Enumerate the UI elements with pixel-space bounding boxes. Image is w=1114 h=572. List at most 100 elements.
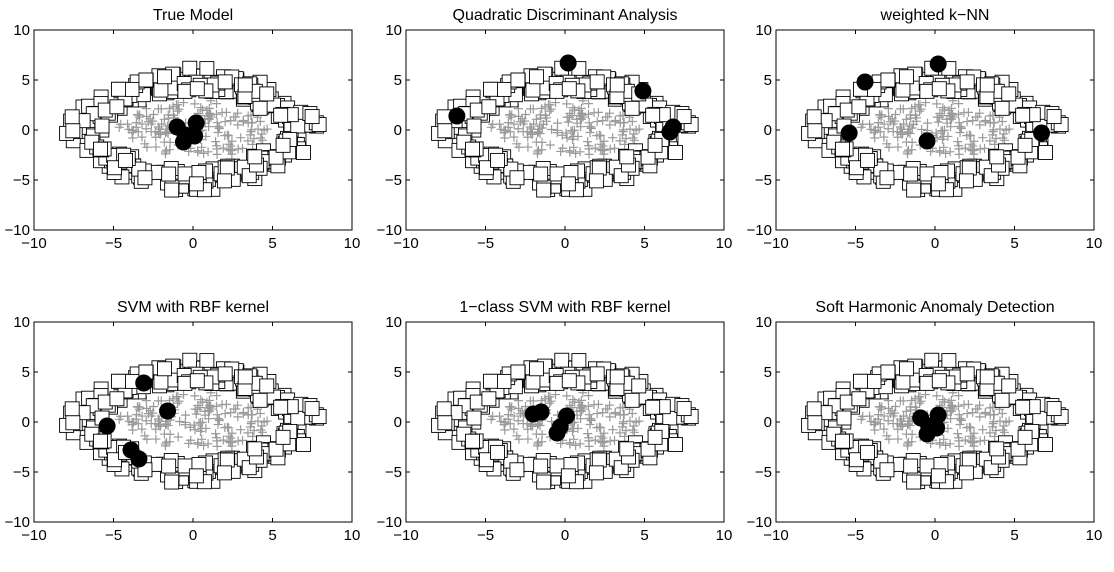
y-tick-label: −5 (385, 172, 402, 189)
y-tick-label: 5 (764, 364, 772, 381)
cluster-point (495, 411, 505, 421)
cluster-point (529, 119, 539, 129)
cluster-point (954, 99, 964, 109)
chart-title: Quadratic Discriminant Analysis (453, 7, 678, 24)
cluster-point (173, 100, 183, 110)
cluster-point (509, 424, 519, 434)
cluster-point (236, 425, 246, 435)
cluster-point (978, 133, 988, 143)
cluster-point (132, 110, 142, 120)
cluster-point (499, 128, 509, 138)
ring-point (252, 100, 268, 116)
ring-point (217, 74, 233, 90)
y-tick-label: 5 (394, 72, 402, 89)
cluster-point (583, 137, 593, 147)
cluster-point (605, 400, 615, 410)
ring-point (807, 123, 823, 139)
cluster-point (200, 410, 210, 420)
cluster-point (884, 142, 894, 152)
y-tick-label: 10 (13, 314, 30, 331)
cluster-point (969, 428, 979, 438)
cluster-point (229, 112, 239, 122)
cluster-point (615, 410, 625, 420)
cluster-point (513, 416, 523, 426)
cluster-point (980, 435, 990, 445)
anomaly-point (130, 450, 148, 468)
ring-point (806, 109, 822, 125)
ring-point (989, 441, 1005, 457)
ring-point (895, 82, 911, 98)
cluster-point (256, 425, 266, 435)
cluster-point (885, 409, 895, 419)
cluster-point (127, 128, 137, 138)
cluster-point (536, 113, 546, 123)
y-tick-label: 10 (755, 22, 772, 39)
ring-point (525, 82, 541, 98)
plot-area (801, 352, 1069, 490)
cluster-point (901, 429, 911, 439)
cluster-point (212, 118, 222, 128)
ring-point (510, 364, 526, 380)
cluster-point (584, 99, 594, 109)
cluster-point (238, 409, 248, 419)
ring-point (529, 361, 544, 377)
ring-point (549, 83, 565, 99)
cluster-point (217, 400, 227, 410)
cluster-point (999, 427, 1009, 437)
cluster-point (954, 436, 964, 446)
cluster-point (540, 110, 550, 120)
cluster-point (584, 410, 594, 420)
cluster-point (174, 396, 184, 406)
cluster-point (525, 396, 535, 406)
cluster-point (901, 114, 911, 124)
ring-point (65, 123, 81, 139)
cluster-point (941, 440, 951, 450)
cluster-point (997, 409, 1007, 419)
cluster-point (165, 437, 175, 447)
cluster-point (628, 133, 638, 143)
cluster-point (615, 428, 625, 438)
cluster-point (975, 400, 985, 410)
cluster-point (990, 431, 1000, 441)
cluster-point (218, 143, 228, 153)
cluster-point (571, 148, 581, 158)
cluster-point (515, 117, 525, 127)
cluster-point (945, 111, 955, 121)
cluster-point (132, 402, 142, 412)
cluster-point (629, 135, 639, 145)
cluster-point (937, 111, 947, 121)
ring-point (588, 465, 604, 481)
chart-title: Soft Harmonic Anomaly Detection (815, 299, 1054, 316)
x-tick-label: 0 (561, 235, 569, 252)
ring-point (549, 375, 565, 391)
ring-point (247, 441, 263, 457)
ring-point (188, 176, 204, 192)
cluster-point (538, 119, 548, 129)
cluster-point (971, 404, 981, 414)
cluster-point (932, 99, 942, 109)
ring-point (124, 81, 140, 97)
cluster-point (571, 440, 581, 450)
cluster-point (193, 438, 203, 448)
cluster-point (874, 402, 884, 412)
ring-point (199, 353, 215, 369)
cluster-point (220, 117, 230, 127)
cluster-point (562, 133, 572, 143)
anomaly-point (918, 425, 936, 443)
cluster-point (256, 133, 266, 143)
ring-point (989, 149, 1005, 165)
y-tick-label: 10 (385, 314, 402, 331)
plot-area (59, 60, 327, 198)
plot-area (801, 55, 1069, 198)
cluster-point (906, 405, 916, 415)
cluster-point (884, 434, 894, 444)
ring-point (496, 373, 512, 389)
cluster-point (238, 143, 248, 153)
cluster-point (988, 419, 998, 429)
ring-point (879, 462, 895, 478)
ring-point (959, 366, 975, 382)
y-tick-label: 0 (764, 414, 772, 431)
cluster-point (935, 438, 945, 448)
ring-point (930, 176, 946, 192)
x-tick-label: 10 (716, 235, 733, 252)
